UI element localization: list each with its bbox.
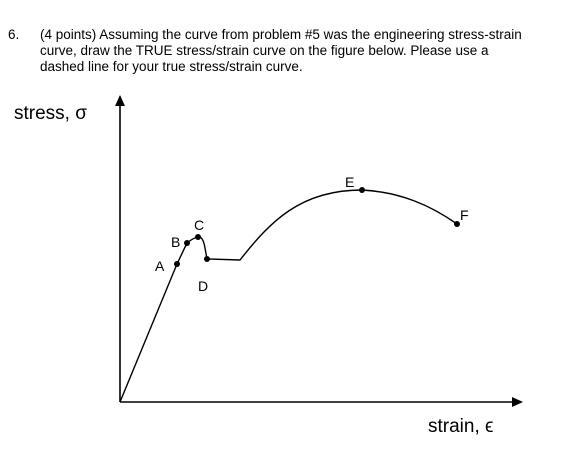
point-label: D xyxy=(198,278,208,294)
question-line: curve, draw the TRUE stress/strain curve… xyxy=(40,43,489,58)
question-number: 6. xyxy=(8,27,19,42)
x-arrow xyxy=(512,397,523,407)
point-label: E xyxy=(345,174,354,190)
question-line: (4 points) Assuming the curve from probl… xyxy=(40,27,522,42)
point-label: A xyxy=(155,258,165,274)
point-dot xyxy=(184,240,190,246)
point-dot xyxy=(454,221,460,227)
point-label: B xyxy=(171,234,180,250)
point-label: F xyxy=(460,207,469,223)
point-dot xyxy=(359,187,365,193)
point-label: C xyxy=(194,217,204,233)
x-axis-label: strain, ϵ xyxy=(428,416,493,437)
point-dot xyxy=(174,261,180,267)
y-arrow xyxy=(115,95,125,106)
y-axis-label: stress, σ xyxy=(14,103,87,124)
question-line: dashed line for your true stress/strain … xyxy=(40,59,303,74)
point-dot xyxy=(195,234,201,240)
point-dot xyxy=(204,256,210,262)
curve-points xyxy=(174,187,460,267)
stress-strain-curve xyxy=(119,189,458,403)
